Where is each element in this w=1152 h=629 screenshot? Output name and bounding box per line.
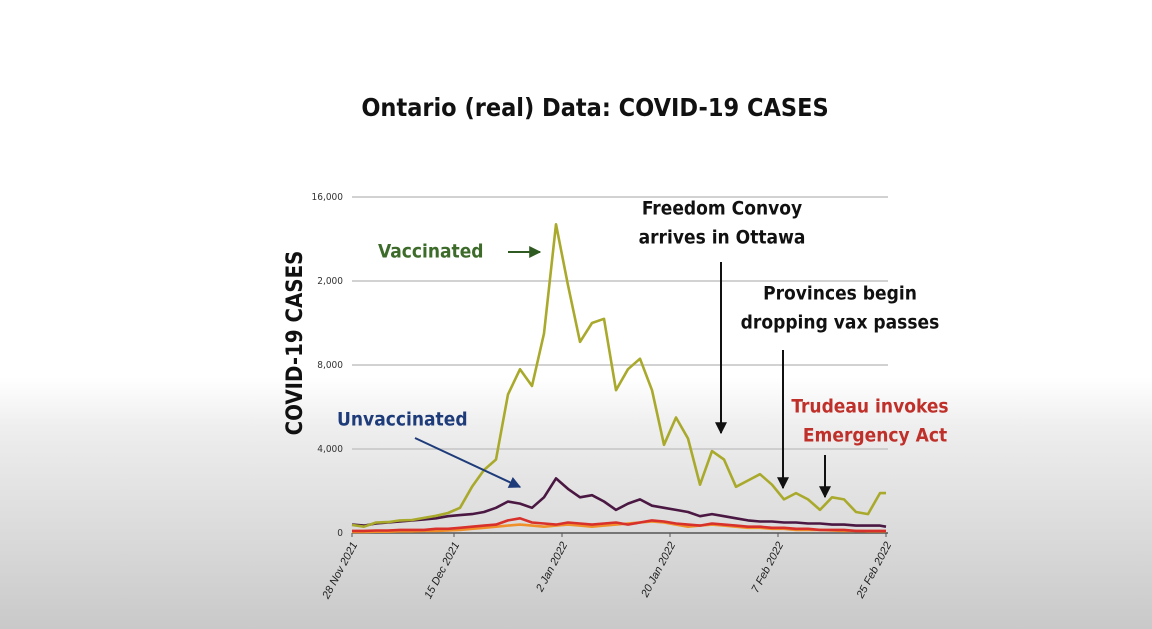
y-tick-label: 4,000 [317,444,343,455]
annotation: Trudeau invokes [791,396,948,418]
annotation: Emergency Act [803,425,947,447]
series-line [351,477,887,528]
series-line [351,223,886,528]
annotation: arrives in Ottawa [639,227,806,249]
annotation: dropping vax passes [741,312,940,334]
annotation: Provinces begin [763,283,917,305]
annotation: Freedom Convoy [642,198,802,220]
y-axis-label: COVID-19 CASES [283,251,308,436]
annotation: Unvaccinated [337,409,468,431]
chart-title: Ontario (real) Data: COVID-19 CASES [361,93,828,122]
y-tick-label: 0 [337,528,343,539]
y-tick-label: 2,000 [317,276,343,287]
y-tick-label: 8,000 [317,360,343,371]
annotation: Vaccinated [378,241,484,263]
arrow [414,437,522,488]
y-tick-label: 16,000 [312,192,344,203]
series-line [352,517,886,533]
